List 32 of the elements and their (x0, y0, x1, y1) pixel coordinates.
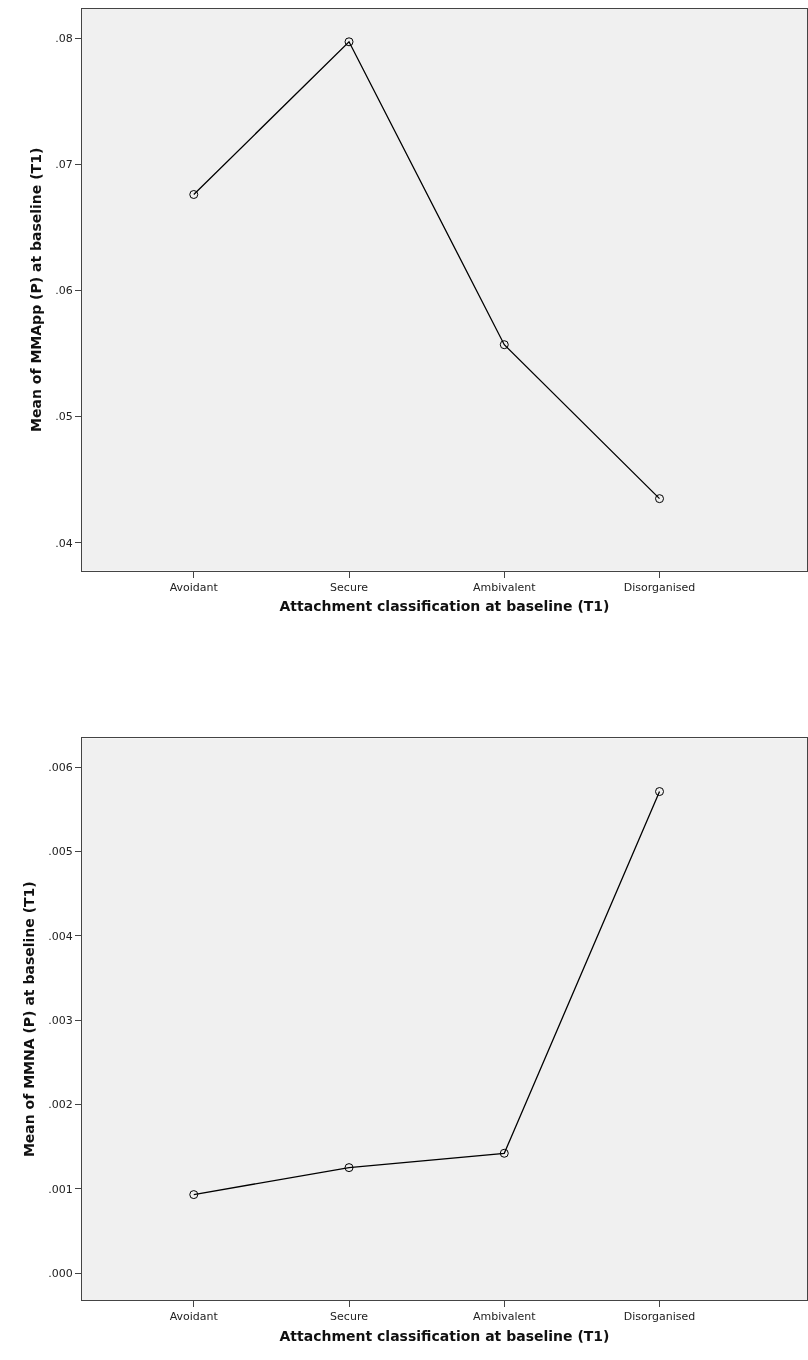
x-tick-label: Ambivalent (472, 580, 537, 594)
x-tick-label: Disorganised (623, 580, 696, 594)
y-tick-label: .05 (55, 410, 73, 424)
y-tick-label: .003 (48, 1013, 73, 1027)
y-tick-label: .000 (48, 1266, 73, 1280)
x-tick-label: Secure (330, 580, 369, 594)
point (189, 190, 199, 200)
y-tick-label: .08 (55, 31, 73, 45)
point (499, 1148, 509, 1158)
y-tick-label: .002 (48, 1098, 73, 1112)
point (189, 1190, 199, 1200)
x-axis-title: Attachment classification at baseline (T1) (279, 1327, 610, 1344)
x-tick-label: Secure (330, 1310, 369, 1324)
y-axis-title: Mean of MMNA (P) at baseline (T1) (20, 881, 37, 1158)
y-tick-label: .006 (48, 760, 73, 774)
y-tick-label: .06 (55, 284, 73, 298)
y-tick-label: .07 (55, 158, 73, 172)
point (344, 1163, 354, 1173)
y-tick-label: .001 (48, 1182, 73, 1196)
y-tick-label: .004 (48, 929, 73, 943)
x-tick-label: Ambivalent (472, 1310, 537, 1324)
x-axis-title: Attachment classification at baseline (T1) (279, 598, 610, 615)
point (344, 37, 354, 47)
point (655, 494, 665, 504)
x-tick-label: Avoidant (169, 1310, 219, 1324)
point (499, 340, 509, 350)
y-axis-title: Mean of MMApp (P) at baseline (T1) (27, 147, 44, 432)
y-tick-label: .04 (55, 536, 73, 550)
y-tick-label: .005 (48, 845, 73, 859)
x-tick-label: Avoidant (169, 580, 219, 594)
x-tick-label: Disorganised (623, 1310, 696, 1324)
point (655, 787, 665, 797)
